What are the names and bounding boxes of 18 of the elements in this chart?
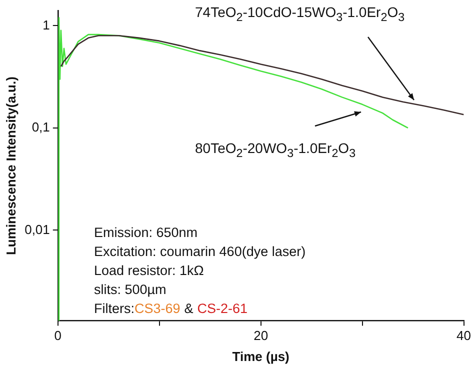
annotation: Emission: 650nm [94, 224, 199, 242]
x-tick-label: 20 [254, 328, 268, 344]
x-tick-label: 0 [54, 328, 62, 344]
annotation: CS-2-61 [197, 301, 248, 316]
y-tick-label: 0,1 [32, 120, 50, 135]
annotation: Load resistor: 1kΩ [94, 262, 205, 280]
annotation: slits: 500µm [94, 281, 168, 299]
y-axis-title: Luminescence Intensity(a.u.) [3, 76, 18, 256]
annotation: CS3-69 [134, 301, 180, 316]
x-tick-label: 40 [456, 328, 472, 344]
text: 80TeO$_{2}$-20WO$_{3}$-1.0Er$_{2}$O$_{3}$ [195, 140, 356, 160]
x-axis-title: Time (µs) [232, 348, 290, 364]
annotation: & [184, 301, 194, 316]
y-tick-label: 0,01 [24, 222, 50, 237]
y-tick-label: 1 [42, 17, 50, 32]
annotation: Filters: [94, 301, 134, 316]
annotation: Excitation: coumarin 460(dye laser) [94, 243, 306, 261]
series-label: 74TeO$_{2}$-10CdO-15WO$_{3}$-1.0Er$_{2}$O$_{3}$ [195, 4, 405, 24]
